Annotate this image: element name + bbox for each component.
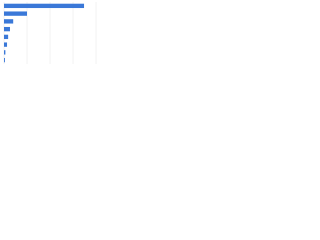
page: (() => { const data = JSON.parse(documen… bbox=[0, 0, 100, 71]
bar bbox=[4, 26, 10, 32]
bar bbox=[4, 34, 9, 40]
chart bbox=[3, 2, 97, 64]
bar bbox=[4, 11, 27, 16]
bar bbox=[4, 19, 14, 24]
bar bbox=[4, 50, 6, 55]
bar bbox=[4, 42, 8, 47]
bar bbox=[4, 3, 85, 9]
bar bbox=[4, 57, 5, 63]
